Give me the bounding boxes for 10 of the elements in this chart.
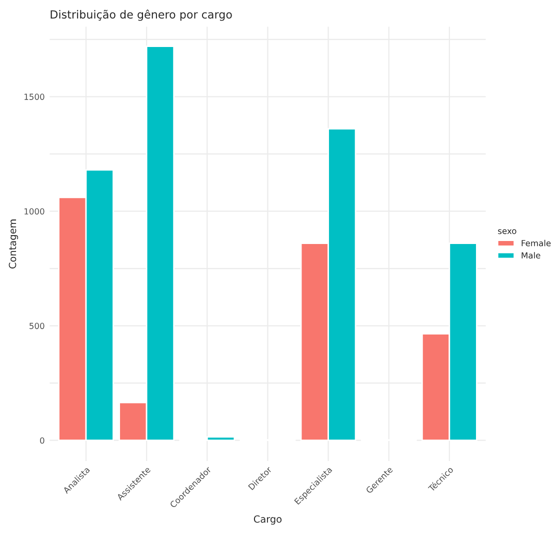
y-tick-label: 0 [40, 437, 44, 444]
chart-title: Distribuição de gênero por cargo [50, 10, 232, 21]
legend-title: sexo [498, 229, 516, 234]
y-tick-label: 500 [30, 322, 44, 330]
x-axis-title: Cargo [254, 515, 282, 525]
y-axis-title: Contagem [8, 220, 18, 268]
legend-label: Male [522, 252, 540, 259]
legend-label: Female [522, 240, 551, 246]
y-tick-label: 1500 [24, 94, 44, 100]
y-tick-label: 1000 [24, 208, 44, 215]
